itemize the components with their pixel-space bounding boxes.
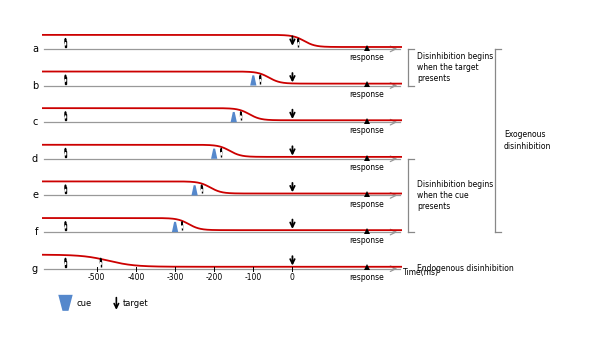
Text: response: response (349, 53, 384, 62)
Text: Time(ms): Time(ms) (403, 268, 439, 277)
Text: -100: -100 (245, 272, 262, 282)
Text: Disinhibition begins
when the cue
presents: Disinhibition begins when the cue presen… (417, 180, 493, 211)
Text: b: b (32, 80, 38, 90)
Polygon shape (230, 112, 237, 122)
Text: response: response (349, 126, 384, 135)
Text: e: e (32, 190, 38, 200)
Text: -200: -200 (206, 272, 223, 282)
Text: 0: 0 (290, 272, 295, 282)
Polygon shape (172, 222, 178, 232)
Text: d: d (32, 154, 38, 164)
Text: f: f (35, 227, 38, 237)
Text: response: response (349, 273, 384, 282)
Text: a: a (32, 44, 38, 54)
Text: c: c (33, 117, 38, 127)
Text: g: g (32, 264, 38, 274)
Text: cue: cue (76, 299, 92, 308)
Text: response: response (349, 90, 384, 99)
Text: response: response (349, 163, 384, 172)
Text: -500: -500 (88, 272, 106, 282)
Polygon shape (250, 75, 256, 85)
Text: response: response (349, 200, 384, 209)
Text: Disinhibition begins
when the target
presents: Disinhibition begins when the target pre… (417, 52, 493, 83)
Text: -400: -400 (127, 272, 145, 282)
Text: Endogenous disinhibition: Endogenous disinhibition (417, 264, 514, 273)
Text: -300: -300 (166, 272, 184, 282)
Polygon shape (191, 185, 198, 195)
Polygon shape (211, 148, 217, 159)
Text: response: response (349, 236, 384, 245)
Text: target: target (122, 299, 148, 308)
Polygon shape (58, 295, 73, 311)
Text: Exogenous
disinhibition: Exogenous disinhibition (504, 130, 551, 151)
